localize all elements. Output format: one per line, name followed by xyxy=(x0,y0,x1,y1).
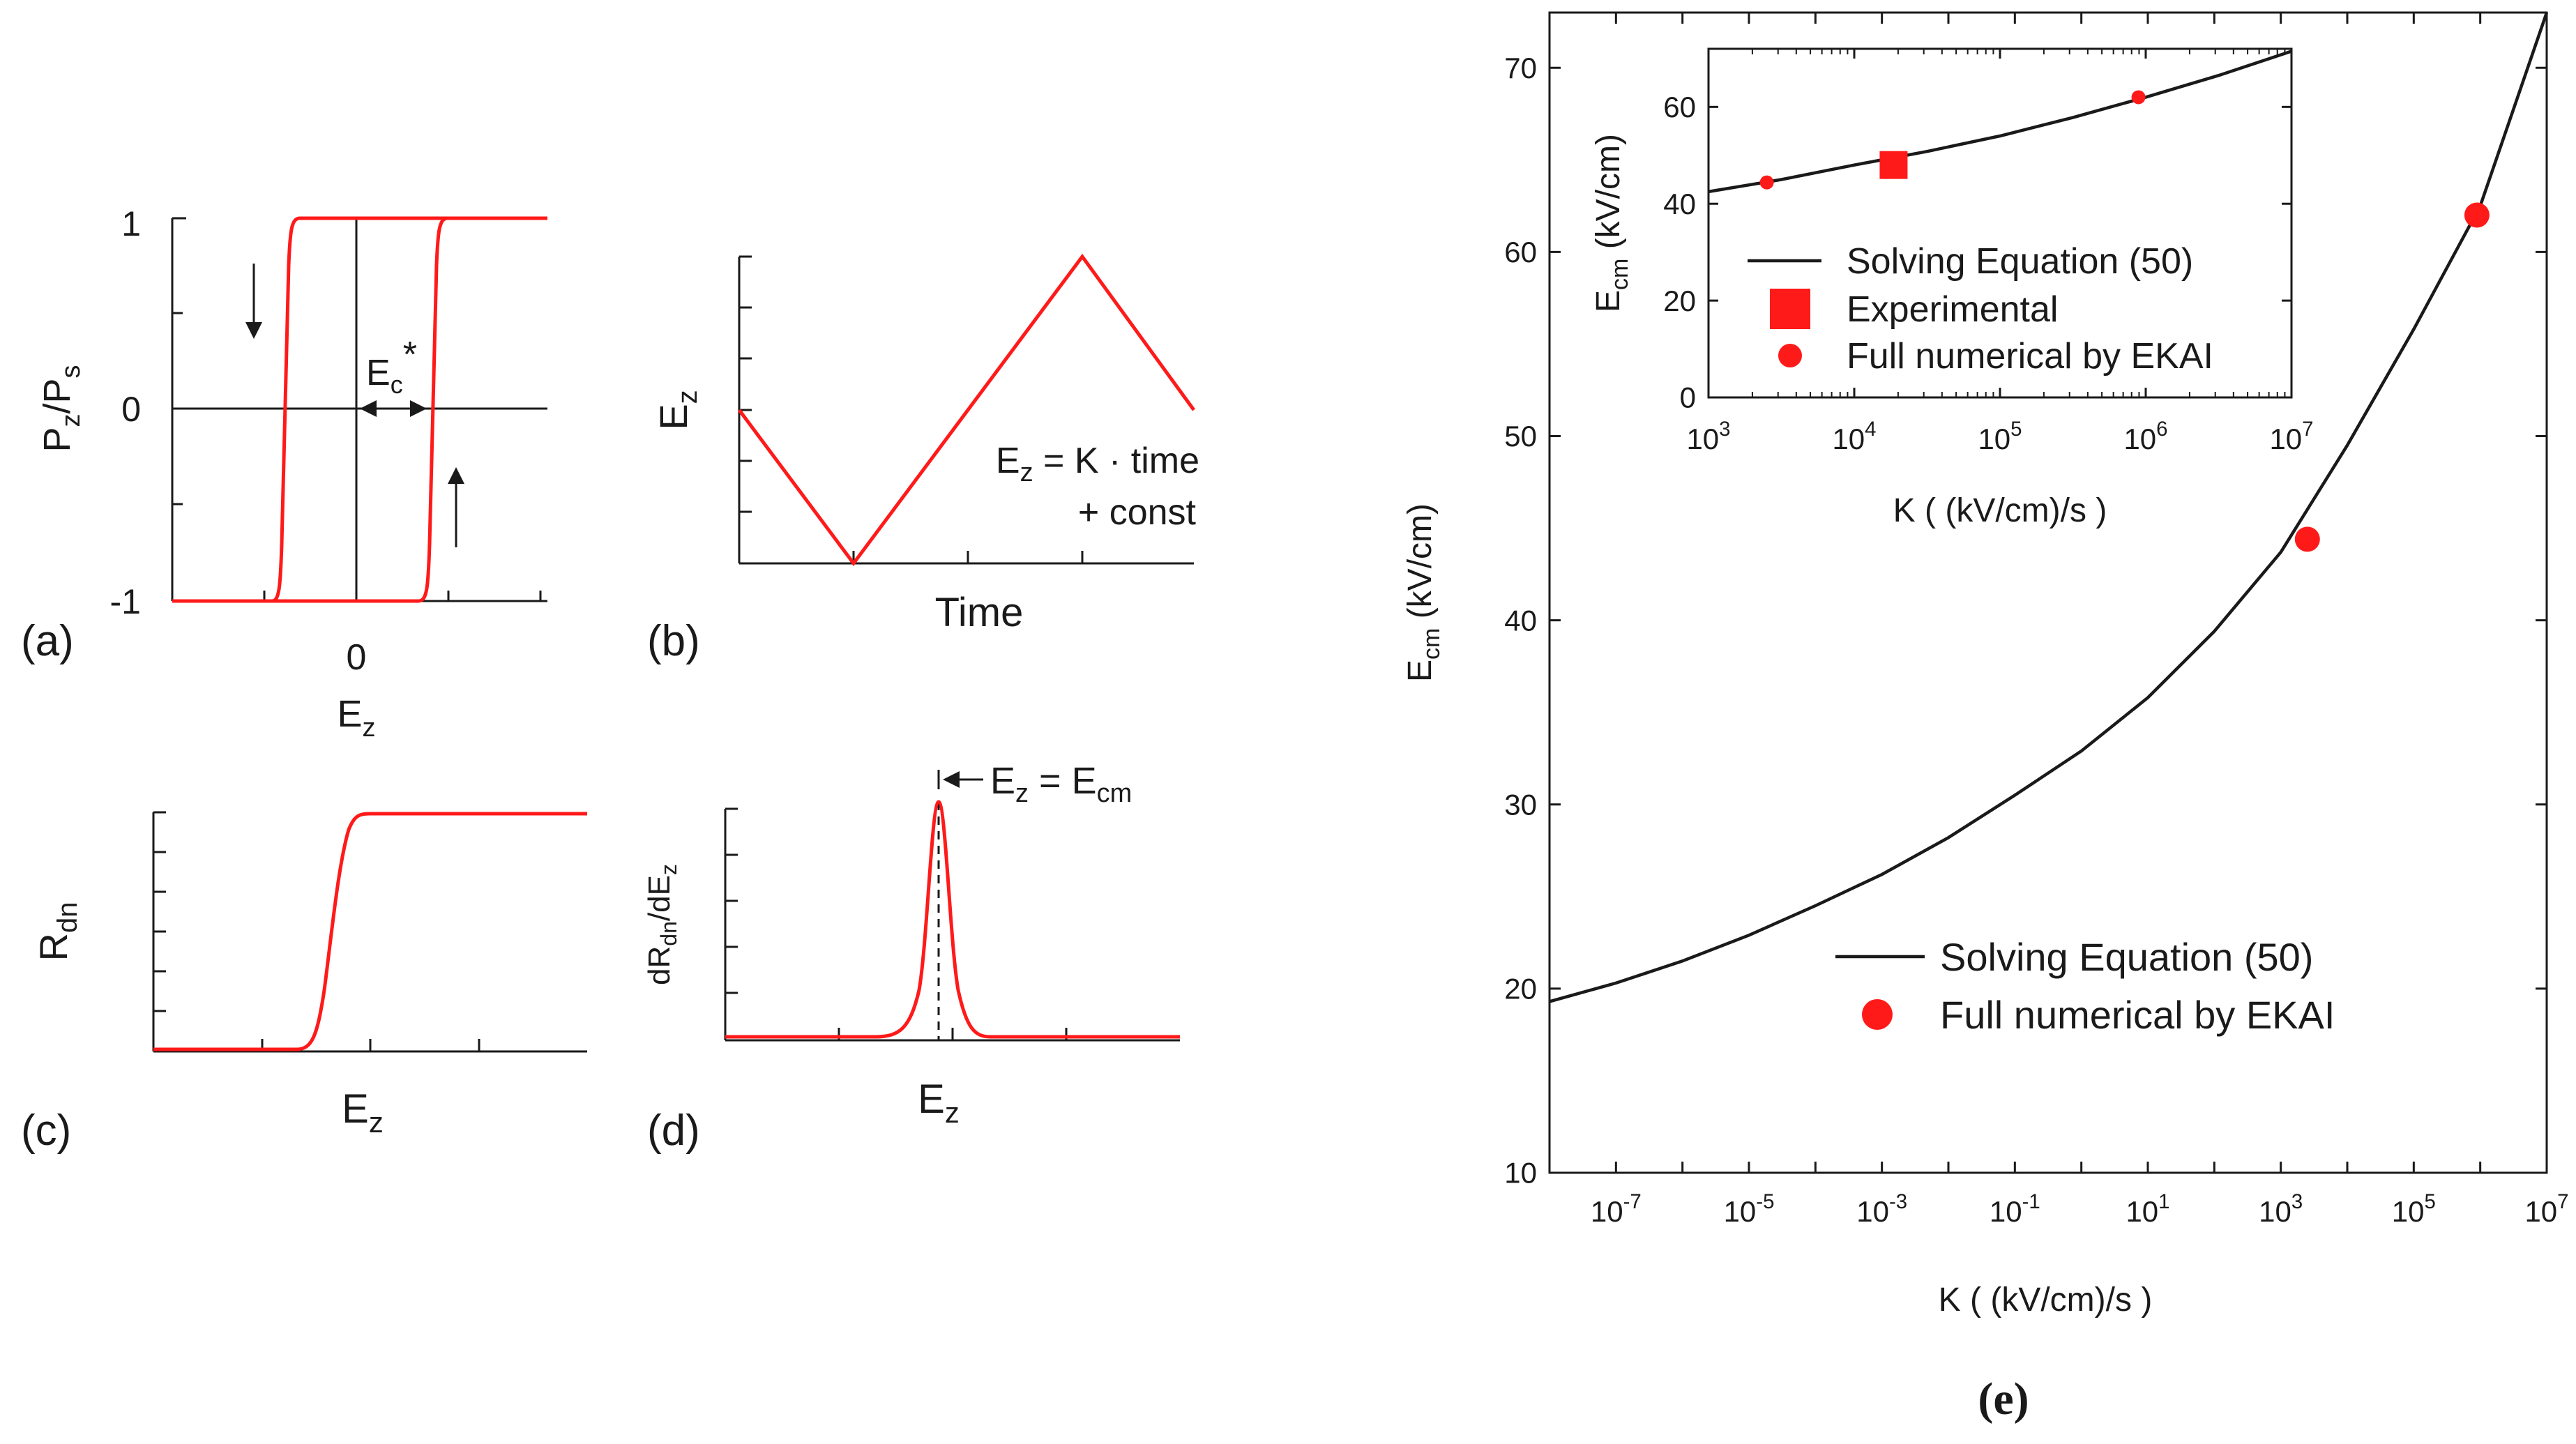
panel-c-ylabel: Rdn xyxy=(31,902,83,962)
panel-e-inset: 0 20 40 60 103 104 105 106 107 Ecm (kV/cm) K ( … xyxy=(1590,47,2314,529)
panel-e-x-ticks: 10-7 10-5 10-3 10-1 101 103 105 107 xyxy=(1548,13,2569,1228)
panel-a-axes xyxy=(171,217,547,602)
panel-a-xtick-label: 0 xyxy=(347,637,367,678)
panel-a-xlabel: Ez xyxy=(337,693,375,743)
inset-legend: Solving Equation (50) Experimental Full … xyxy=(1748,241,2213,377)
panel-c-xlabel: Ez xyxy=(342,1086,384,1139)
panel-e-legend: Solving Equation (50) Full numerical by … xyxy=(1835,935,2335,1037)
panel-a-ylabel: Pz/Ps xyxy=(36,365,86,452)
inset-xtick-label: 103 xyxy=(1686,418,1730,455)
inset-xtick-label: 106 xyxy=(2123,418,2167,455)
panel-e-ylabel: Ecm (kV/cm) xyxy=(1402,503,1445,682)
panel-e-ytick-label: 20 xyxy=(1504,973,1537,1005)
panel-e-tag: (e) xyxy=(1978,1374,2029,1424)
inset-series-experimental xyxy=(1879,151,1908,179)
panel-a-ytick-label: -1 xyxy=(110,582,141,621)
panel-a-hysteresis-descending xyxy=(172,216,547,603)
panel-a-ytick-label: 0 xyxy=(121,390,141,429)
inset-ytick-label: 60 xyxy=(1663,91,1696,123)
panel-e-numerical-point xyxy=(2294,526,2320,552)
panel-e-xtick-label: 10-3 xyxy=(1856,1190,1907,1228)
panel-e-xtick-label: 105 xyxy=(2392,1190,2436,1228)
panel-e-xtick-label: 10-7 xyxy=(1591,1190,1642,1228)
panel-e-ytick-label: 30 xyxy=(1504,788,1537,821)
inset-xtick-label: 104 xyxy=(1832,418,1876,455)
inset-series-solving-equation-50 xyxy=(1708,50,2292,194)
panel-e-xtick-label: 101 xyxy=(2126,1190,2169,1228)
inset-legend-dot-swatch xyxy=(1778,344,1802,367)
panel-e-ytick-label: 40 xyxy=(1504,604,1537,637)
inset-legend-dot-label: Full numerical by EKAI xyxy=(1847,336,2213,377)
inset-xtick-label: 105 xyxy=(1978,418,2022,455)
panel-e-series-full-numerical xyxy=(2294,202,2490,552)
panel-e-y-ticks: 10 20 30 40 50 60 70 xyxy=(1504,52,2547,1190)
panel-a-tag: (a) xyxy=(21,617,74,665)
panel-e-legend-dot-swatch xyxy=(1862,999,1893,1030)
inset-ytick-label: 20 xyxy=(1663,284,1696,317)
panel-b-tag: (b) xyxy=(647,617,700,665)
panel-e-numerical-point xyxy=(2464,202,2490,228)
panel-e-ytick-label: 60 xyxy=(1504,236,1537,268)
panel-e-xtick-label: 107 xyxy=(2524,1190,2568,1228)
inset-xlabel: K ( (kV/cm)/s ) xyxy=(1893,492,2107,529)
panel-e-legend-line-label: Solving Equation (50) xyxy=(1940,935,2313,979)
inset-series-full-numerical xyxy=(1759,90,2146,190)
panel-d-ylabel: dRdn/dEz xyxy=(642,864,681,985)
panel-e-xtick-label: 10-1 xyxy=(1990,1190,2040,1228)
panel-a-ytick-label: 1 xyxy=(121,204,141,243)
panel-b-xlabel: Time xyxy=(935,590,1024,635)
panel-a-ec-annotation: Ec* xyxy=(366,335,417,399)
inset-legend-square-swatch xyxy=(1770,289,1810,329)
panel-e-legend-dot-label: Full numerical by EKAI xyxy=(1940,993,2335,1037)
panel-d-tag: (d) xyxy=(647,1107,700,1155)
panel-b-equation-line2: + const xyxy=(1078,492,1197,533)
inset-ytick-label: 40 xyxy=(1663,188,1696,220)
inset-legend-line-label: Solving Equation (50) xyxy=(1847,241,2193,282)
inset-experimental-point xyxy=(1879,151,1908,179)
panel-a-hysteresis-ascending xyxy=(172,216,547,603)
panel-d-peak-curve xyxy=(725,800,1180,1039)
inset-xtick-label: 107 xyxy=(2269,418,2313,455)
panel-e-ytick-label: 50 xyxy=(1504,420,1537,453)
panel-e-xtick-label: 10-5 xyxy=(1724,1190,1775,1228)
panel-e-ytick-label: 70 xyxy=(1504,52,1537,84)
inset-numerical-point xyxy=(2131,90,2146,105)
inset-ylabel: Ecm (kV/cm) xyxy=(1590,134,1633,312)
panel-e-ytick-label: 10 xyxy=(1504,1157,1537,1190)
panel-b-ylabel: Ez xyxy=(651,390,703,430)
panel-e-series-solving-equation-50 xyxy=(1549,12,2549,1003)
panel-a: 1 0 -1 0 Ez Pz/Ps Ec* (a) xyxy=(21,204,547,743)
panel-b-triangle-wave xyxy=(737,253,1196,567)
panel-e: 10 20 30 40 50 60 70 10-7 10-5 10-3 10-1 101 103 105… xyxy=(1402,11,2569,1424)
panel-d: Ez = Ecm dRdn/dEz Ez (d) xyxy=(642,760,1180,1155)
panel-b-equation-line1: Ez = K · time xyxy=(996,441,1199,487)
inset-y-ticks: 0 20 40 60 xyxy=(1663,91,2291,414)
panel-e-plot-frame xyxy=(1548,11,2548,1174)
inset-legend-square-label: Experimental xyxy=(1847,289,2058,330)
panel-b: Ez Time Ez = K · time + const (b) xyxy=(647,253,1199,665)
inset-numerical-point xyxy=(1759,175,1774,190)
inset-x-ticks: 103 104 105 106 107 xyxy=(1686,49,2314,455)
panel-d-annotation: Ez = Ecm xyxy=(990,760,1132,808)
inset-ytick-label: 0 xyxy=(1680,381,1696,414)
panel-e-xtick-label: 103 xyxy=(2259,1190,2303,1228)
panel-e-xlabel: K ( (kV/cm)/s ) xyxy=(1939,1282,2153,1318)
panel-c: Rdn Ez (c) xyxy=(21,811,587,1155)
panel-c-sigmoid-curve xyxy=(153,812,587,1051)
panel-d-xlabel: Ez xyxy=(918,1077,960,1129)
panel-c-tag: (c) xyxy=(21,1107,71,1155)
